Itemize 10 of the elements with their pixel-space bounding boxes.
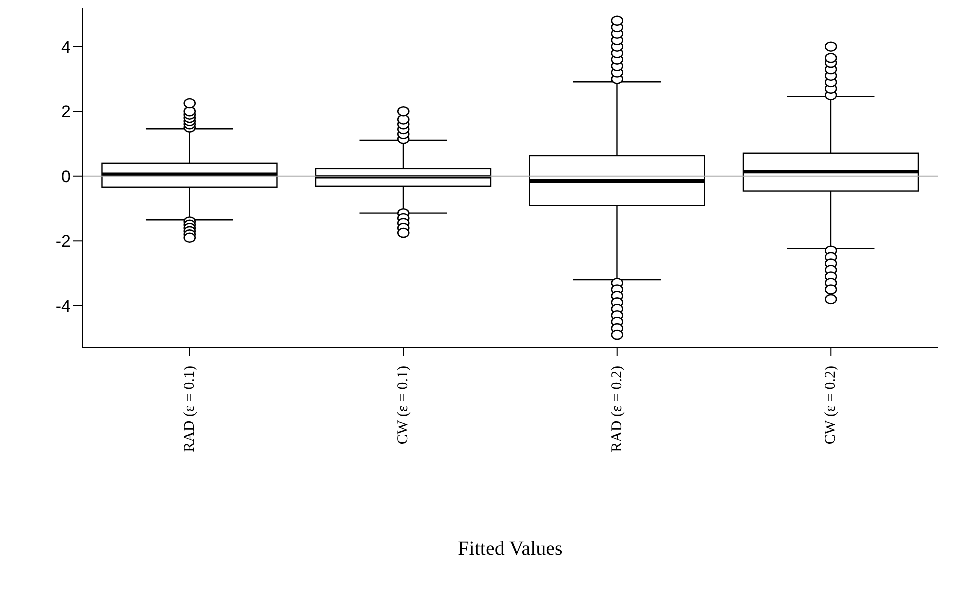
x-tick-label: RAD (ε = 0.1)	[182, 366, 198, 452]
x-tick-label: RAD (ε = 0.2)	[609, 366, 626, 452]
x-axis-title: Fitted Values	[457, 538, 564, 561]
y-tick-label: -4	[56, 296, 71, 316]
y-tick-label: 2	[62, 102, 71, 122]
x-tick-label: CW (ε = 0.2)	[823, 366, 840, 445]
y-tick-label: -2	[56, 232, 71, 252]
x-tick-label: CW (ε = 0.1)	[396, 366, 412, 445]
y-tick-label: 0	[62, 167, 71, 186]
y-tick-label: 4	[62, 38, 71, 57]
